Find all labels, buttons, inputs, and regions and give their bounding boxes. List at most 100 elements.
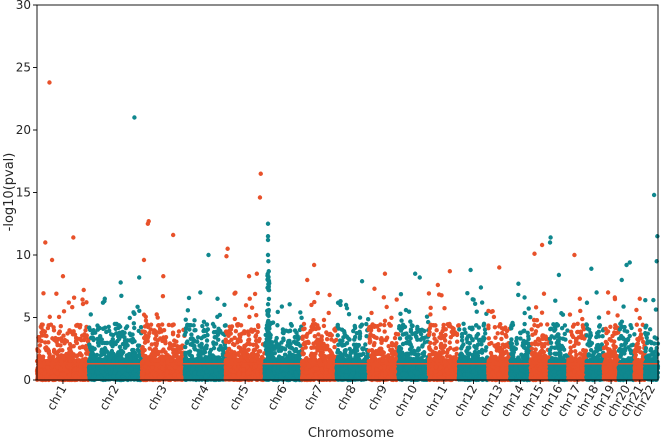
point-chr3 xyxy=(160,293,166,299)
point-chr1 xyxy=(43,240,48,245)
point-chr2 xyxy=(102,296,107,301)
point-chr1 xyxy=(80,344,85,349)
point-chr3 xyxy=(152,373,158,378)
point-chr3 xyxy=(152,328,157,333)
point-chr2 xyxy=(133,368,138,373)
point-chr3 xyxy=(166,374,172,380)
point-chr2 xyxy=(95,336,100,342)
point-chr1 xyxy=(83,372,88,377)
point-chr2 xyxy=(136,353,142,359)
point-chr2 xyxy=(119,293,124,299)
point-chr2 xyxy=(110,336,116,342)
point-chr3 xyxy=(145,221,151,226)
point-chr1 xyxy=(83,335,88,340)
point-chr4 xyxy=(184,340,189,346)
point-chr1 xyxy=(41,291,46,296)
point-chr1 xyxy=(67,372,72,378)
point-chr2 xyxy=(106,358,112,364)
point-chr5 xyxy=(246,338,251,343)
point-chr3 xyxy=(143,314,148,319)
point-chr4 xyxy=(188,358,194,364)
point-chr1 xyxy=(50,374,56,379)
point-chr2 xyxy=(135,364,140,369)
point-chr2 xyxy=(87,373,92,379)
point-chr1 xyxy=(37,353,42,358)
point-chr2 xyxy=(87,365,92,370)
point-chr4 xyxy=(183,344,188,350)
point-chr4 xyxy=(222,302,227,307)
point-chr4 xyxy=(205,327,211,332)
point-chr3 xyxy=(154,312,159,317)
point-chr4 xyxy=(187,327,192,332)
point-chr2 xyxy=(113,368,118,373)
point-chr4 xyxy=(188,342,193,347)
point-chr2 xyxy=(95,375,101,380)
point-chr3 xyxy=(140,371,145,376)
point-chr4 xyxy=(201,357,207,363)
point-chr4 xyxy=(182,332,187,338)
point-chr2 xyxy=(92,346,97,352)
point-chr1 xyxy=(40,328,46,334)
point-chr1 xyxy=(68,348,73,354)
point-chr2 xyxy=(111,374,116,379)
point-chr3 xyxy=(150,351,156,357)
point-chr2 xyxy=(127,351,133,357)
point-chr4 xyxy=(193,328,198,333)
point-chr2 xyxy=(99,349,104,355)
point-chr2 xyxy=(117,344,123,350)
point-chr2 xyxy=(135,304,140,309)
point-chr3 xyxy=(169,343,174,348)
point-chr1 xyxy=(66,300,71,305)
point-chr2 xyxy=(90,355,96,360)
point-chr3 xyxy=(160,322,165,327)
point-chr4 xyxy=(216,326,221,332)
point-chr1 xyxy=(73,335,79,341)
point-chr4 xyxy=(215,296,220,301)
point-chr3 xyxy=(172,372,177,378)
point-chr4 xyxy=(201,349,207,354)
point-chr2 xyxy=(104,340,109,346)
point-chr2 xyxy=(129,337,134,343)
point-chr1 xyxy=(78,368,83,374)
point-chr1 xyxy=(62,367,67,372)
point-chr2 xyxy=(109,342,114,347)
point-chr3 xyxy=(162,337,168,343)
point-chr3 xyxy=(177,344,182,350)
point-chr1 xyxy=(39,333,45,338)
point-chr2 xyxy=(106,324,111,330)
point-chr2 xyxy=(132,115,137,120)
point-chr2 xyxy=(101,359,107,364)
point-chr3 xyxy=(164,369,170,375)
point-chr3 xyxy=(161,347,166,352)
point-chr1 xyxy=(83,357,88,363)
point-chr2 xyxy=(131,321,137,326)
point-chr3 xyxy=(165,359,170,364)
point-chr1 xyxy=(49,257,55,263)
point-chr1 xyxy=(71,235,76,240)
point-chr2 xyxy=(111,358,116,364)
point-chr3 xyxy=(144,322,150,327)
point-chr1 xyxy=(77,351,83,356)
point-chr1 xyxy=(60,274,66,279)
point-chr1 xyxy=(57,375,62,381)
point-chr1 xyxy=(69,329,74,334)
point-chr3 xyxy=(173,364,178,370)
point-chr4 xyxy=(205,358,210,363)
point-chr1 xyxy=(73,373,78,379)
point-chr2 xyxy=(131,352,137,357)
point-chr3 xyxy=(173,377,178,382)
point-chr1 xyxy=(45,365,50,370)
point-chr1 xyxy=(62,372,67,378)
point-chr2 xyxy=(135,343,141,348)
point-chr5 xyxy=(236,345,242,350)
point-chr1 xyxy=(72,377,78,382)
point-chr2 xyxy=(95,327,101,332)
point-chr1 xyxy=(84,300,89,305)
point-chr4 xyxy=(200,323,205,329)
point-chr4 xyxy=(190,336,195,341)
point-chr4 xyxy=(185,308,191,313)
point-chr1 xyxy=(53,358,58,363)
point-chr4 xyxy=(183,356,189,362)
point-chr1 xyxy=(58,366,63,372)
